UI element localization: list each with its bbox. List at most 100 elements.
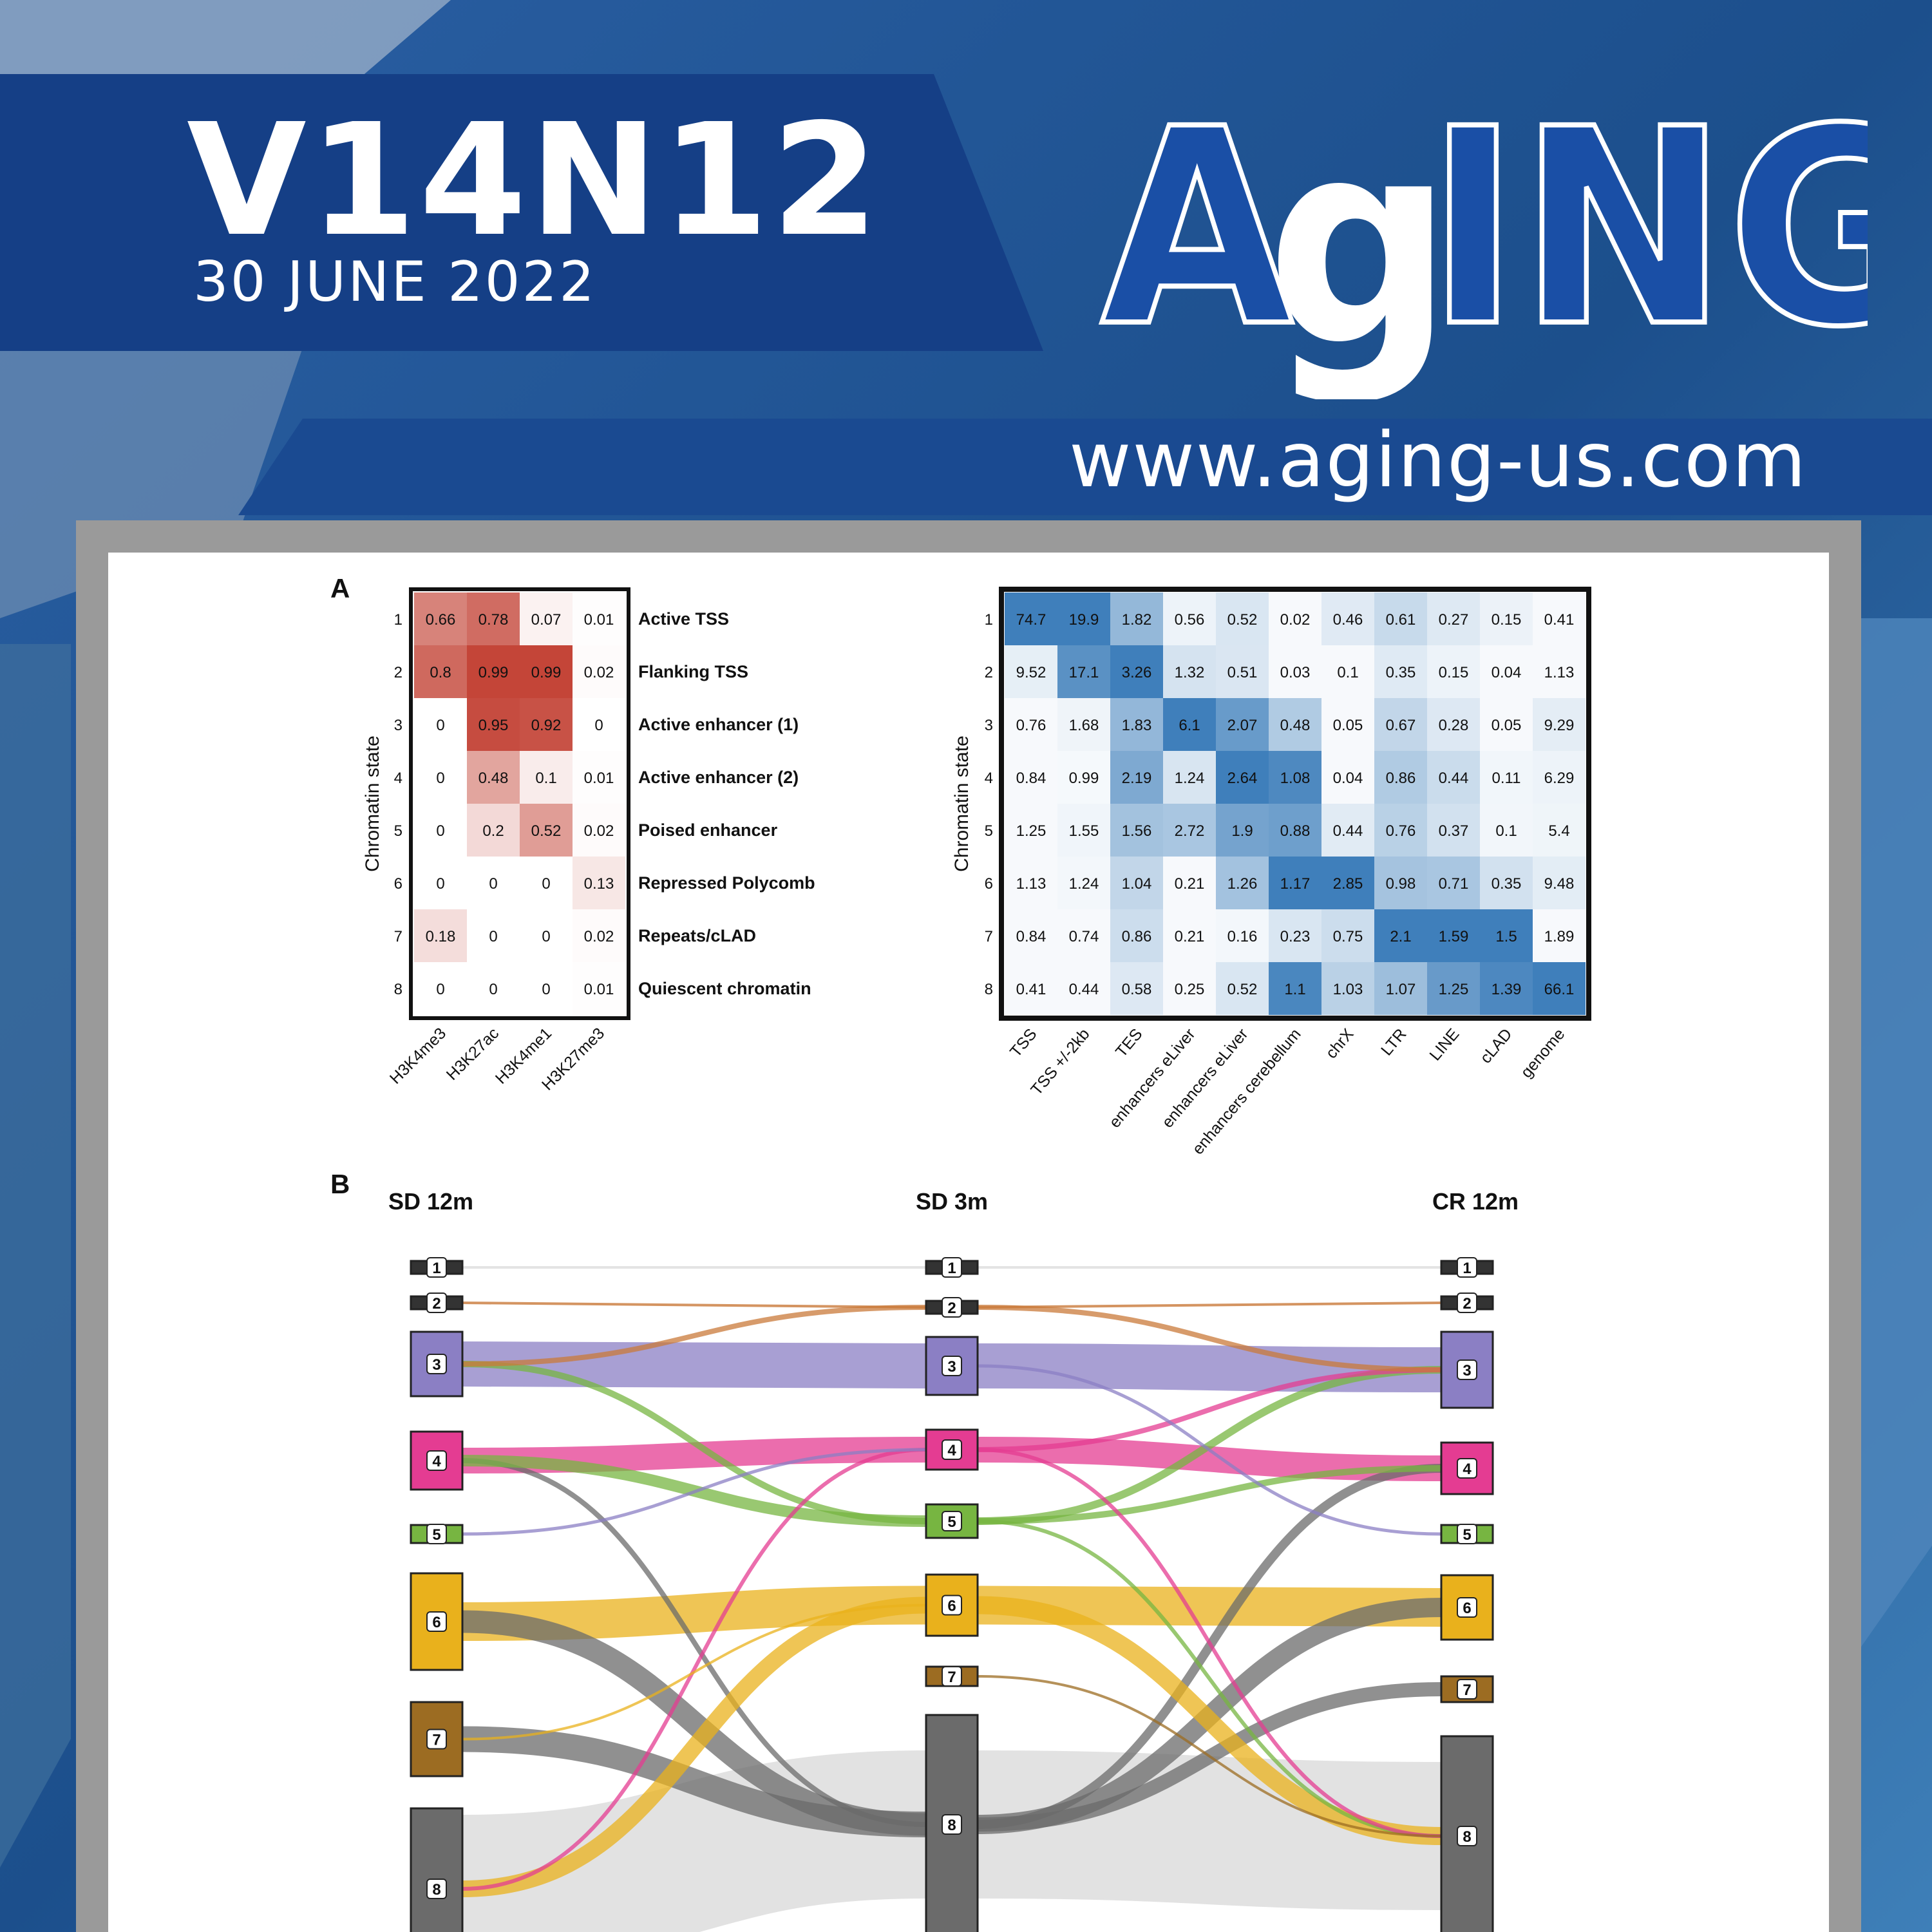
emission-value: 0.8 — [430, 664, 451, 681]
enrichment-cell — [1480, 962, 1533, 1015]
emission-cell — [573, 751, 625, 804]
enrichment-value: 0.71 — [1439, 875, 1469, 893]
alluvial-flow — [977, 1596, 1442, 1845]
alluvial-flow — [462, 1448, 927, 1891]
enrichment-column-label: LINE — [1426, 1025, 1463, 1065]
enrichment-value: 0.1 — [1337, 664, 1358, 681]
enrichment-cell — [1533, 698, 1586, 751]
alluvial-flow — [977, 1367, 1442, 1452]
alluvial-node-label-box — [942, 1511, 962, 1531]
enrichment-value: 0.04 — [1492, 664, 1522, 681]
enrichment-cell — [1005, 751, 1057, 804]
emission-value: 0.02 — [584, 822, 614, 840]
alluvial-node-label-box — [426, 1611, 447, 1632]
enrichment-value: 0.23 — [1280, 928, 1311, 945]
emission-value: 0 — [542, 928, 550, 945]
alluvial-node-label: 5 — [1463, 1526, 1471, 1544]
enrichment-value: 0.52 — [1227, 981, 1258, 998]
alluvial-node-label-box — [426, 1354, 447, 1374]
enrichment-cell — [1374, 751, 1427, 804]
enrichment-cell — [1533, 909, 1586, 962]
enrichment-value: 0.48 — [1280, 717, 1311, 734]
emission-value: 0 — [489, 928, 497, 945]
enrichment-cell — [1480, 645, 1533, 698]
emission-cell — [414, 857, 467, 909]
alluvial-flow — [977, 1750, 1442, 1910]
enrichment-column-label: chrX — [1322, 1025, 1358, 1063]
enrichment-cell — [1057, 751, 1110, 804]
enrichment-value: 1.13 — [1544, 664, 1575, 681]
alluvial-node-label-box — [426, 1257, 447, 1278]
enrichment-value: 1.08 — [1280, 770, 1311, 787]
enrichment-value: 1.55 — [1069, 822, 1099, 840]
enrichment-cell — [1216, 645, 1269, 698]
alluvial-flow — [977, 1364, 1442, 1536]
enrichment-value: 0.84 — [1016, 928, 1046, 945]
enrichment-cell — [1321, 751, 1374, 804]
enrichment-cell — [1163, 698, 1216, 751]
state-name: Flanking TSS — [638, 662, 748, 681]
alluvial-node-label: 7 — [1463, 1681, 1471, 1699]
cover-figure: A 0.66 0.78 0.07 0.01 1 Active TSS 0.8 0.99 0.99 0… — [330, 573, 1591, 1932]
enrichment-value: 1.25 — [1016, 822, 1046, 840]
emission-cell — [467, 751, 520, 804]
enrichment-value: 0.37 — [1439, 822, 1469, 840]
alluvial-flow — [462, 1458, 927, 1827]
emission-cell — [573, 698, 625, 751]
enrichment-value: 1.56 — [1122, 822, 1152, 840]
enrichment-cell — [1110, 962, 1163, 1015]
alluvial-flow — [462, 1305, 927, 1367]
enrichment-cell — [1057, 592, 1110, 645]
emission-cell — [520, 698, 573, 751]
alluvial-node-label-box — [942, 1666, 962, 1687]
enrichment-cell — [1110, 751, 1163, 804]
volume-issue: V14N12 — [187, 90, 882, 270]
enrichment-cell — [1321, 645, 1374, 698]
enrichment-value: 0.61 — [1386, 611, 1416, 629]
enrichment-value: 0.41 — [1544, 611, 1575, 629]
emission-cell — [573, 804, 625, 857]
state-name: Active enhancer (2) — [638, 768, 799, 787]
enrichment-cell — [1321, 592, 1374, 645]
emission-cell — [467, 962, 520, 1015]
emission-value: 0 — [594, 717, 603, 734]
enrichment-cell — [1005, 962, 1057, 1015]
journal-url[interactable]: www.aging-us.com — [1069, 415, 1808, 504]
emission-cell — [520, 857, 573, 909]
state-tick: 8 — [985, 981, 993, 998]
enrichment-value: 1.24 — [1175, 770, 1205, 787]
enrichment-value: 1.68 — [1069, 717, 1099, 734]
alluvial-node-label-box — [1457, 1597, 1477, 1618]
enrichment-cell — [1374, 592, 1427, 645]
enrichment-cell — [1057, 645, 1110, 698]
panel-b-label: B — [330, 1169, 350, 1199]
emission-value: 0.99 — [531, 664, 562, 681]
emission-value: 0.95 — [478, 717, 509, 734]
alluvial-flow — [462, 1448, 927, 1536]
emission-value: 0.52 — [531, 822, 562, 840]
alluvial-node-label: 1 — [947, 1260, 956, 1277]
enrichment-value: 0.52 — [1227, 611, 1258, 629]
enrichment-cell — [1216, 857, 1269, 909]
emission-value: 0 — [436, 770, 444, 787]
enrichment-cell — [1110, 645, 1163, 698]
alluvial-node-label-box — [1457, 1524, 1477, 1544]
emission-value: 0.48 — [478, 770, 509, 787]
alluvial-flow — [462, 1604, 927, 1741]
enrichment-cell — [1374, 698, 1427, 751]
enrichment-value: 1.24 — [1069, 875, 1099, 893]
enrichment-value: 1.59 — [1439, 928, 1469, 945]
alluvial-node-label: 6 — [947, 1598, 956, 1615]
state-name: Active TSS — [638, 609, 729, 629]
enrichment-value: 1.9 — [1231, 822, 1253, 840]
enrichment-value: 0.44 — [1333, 822, 1363, 840]
emission-cell — [414, 804, 467, 857]
enrichment-value: 2.85 — [1333, 875, 1363, 893]
enrichment-value: 74.7 — [1016, 611, 1046, 629]
enrichment-value: 0.76 — [1386, 822, 1416, 840]
svg-text:g: g — [1267, 79, 1454, 399]
enrichment-cell — [1427, 909, 1480, 962]
state-tick: 5 — [985, 822, 993, 840]
y-axis-label: Chromatin state — [951, 735, 972, 872]
enrichment-cell — [1533, 751, 1586, 804]
